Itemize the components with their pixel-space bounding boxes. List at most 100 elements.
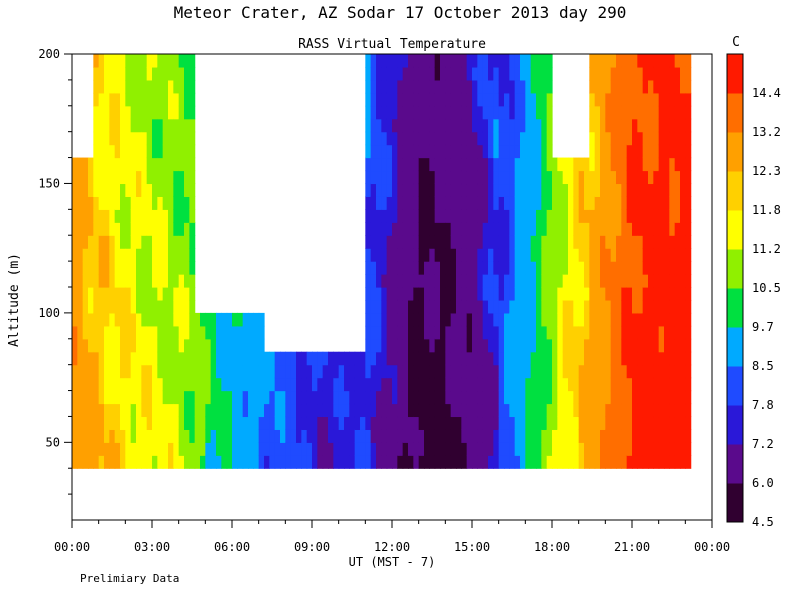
heatmap-cell xyxy=(680,403,686,418)
heatmap-cell xyxy=(461,403,468,418)
heatmap-cell xyxy=(402,377,409,392)
heatmap-cell xyxy=(472,403,478,418)
heatmap-cell xyxy=(386,157,393,172)
heatmap-cell xyxy=(82,222,89,236)
heatmap-cell xyxy=(296,403,302,418)
heatmap-cell xyxy=(434,222,441,236)
heatmap-cell xyxy=(104,287,110,301)
heatmap-cell xyxy=(520,312,526,327)
heatmap-cell xyxy=(536,235,542,249)
heatmap-cell xyxy=(546,170,553,185)
heatmap-cell xyxy=(520,235,526,249)
heatmap-cell xyxy=(450,54,457,68)
heatmap-cell xyxy=(72,403,78,418)
heatmap-cell xyxy=(594,157,601,172)
heatmap-cell xyxy=(162,429,169,443)
heatmap-cell xyxy=(397,209,404,223)
heatmap-cell xyxy=(322,442,329,456)
heatmap-cell xyxy=(493,442,500,456)
heatmap-cell xyxy=(168,209,174,223)
heatmap-cell xyxy=(168,261,174,275)
heatmap-cell xyxy=(424,209,430,223)
heatmap-cell xyxy=(440,403,446,418)
heatmap-cell xyxy=(104,261,110,275)
heatmap-cell xyxy=(680,183,686,197)
heatmap-cell xyxy=(514,299,521,314)
heatmap-cell xyxy=(88,325,94,340)
heatmap-cell xyxy=(642,364,649,379)
heatmap-cell xyxy=(157,105,164,120)
heatmap-cell xyxy=(445,79,452,94)
heatmap-cell xyxy=(434,79,441,94)
heatmap-cell xyxy=(621,79,628,94)
heatmap-cell xyxy=(530,377,537,392)
heatmap-cell xyxy=(162,274,169,288)
heatmap-cell xyxy=(605,54,612,68)
heatmap-cell xyxy=(82,157,89,172)
heatmap-cell xyxy=(546,325,553,340)
heatmap-cell xyxy=(557,390,564,405)
heatmap-cell xyxy=(509,79,516,94)
heatmap-cell xyxy=(141,118,148,133)
heatmap-cell xyxy=(200,416,206,430)
heatmap-cell xyxy=(504,287,510,301)
heatmap-cell xyxy=(248,312,254,327)
heatmap-cell xyxy=(408,351,414,366)
heatmap-cell xyxy=(482,455,489,469)
heatmap-cell xyxy=(370,325,377,340)
heatmap-cell xyxy=(482,377,489,392)
heatmap-cell xyxy=(600,157,606,172)
heatmap-cell xyxy=(621,287,628,301)
heatmap-cell xyxy=(285,442,292,456)
heatmap-cell xyxy=(376,118,382,133)
heatmap-cell xyxy=(445,261,452,275)
heatmap-cell xyxy=(397,455,404,469)
heatmap-cell xyxy=(600,79,606,94)
heatmap-cell xyxy=(472,157,478,172)
heatmap-cell xyxy=(392,209,398,223)
heatmap-cell xyxy=(605,261,612,275)
heatmap-cell xyxy=(546,338,553,353)
heatmap-cell xyxy=(658,429,665,443)
heatmap-cell xyxy=(578,338,585,353)
heatmap-cell xyxy=(104,325,110,340)
heatmap-cell xyxy=(189,157,196,172)
heatmap-cell xyxy=(408,287,414,301)
heatmap-cell xyxy=(429,312,436,327)
heatmap-cell xyxy=(493,455,500,469)
heatmap-cell xyxy=(530,442,537,456)
heatmap-cell xyxy=(648,390,654,405)
heatmap-cell xyxy=(205,325,212,340)
heatmap-cell xyxy=(413,442,420,456)
heatmap-cell xyxy=(680,364,686,379)
heatmap-cell xyxy=(637,338,644,353)
heatmap-cell xyxy=(461,390,468,405)
heatmap-cell xyxy=(205,351,212,366)
heatmap-cell xyxy=(98,312,105,327)
heatmap-cell xyxy=(264,364,270,379)
heatmap-cell xyxy=(674,403,681,418)
heatmap-cell xyxy=(349,390,356,405)
heatmap-cell xyxy=(626,66,633,81)
heatmap-cell xyxy=(402,196,409,210)
heatmap-cell xyxy=(642,429,649,443)
heatmap-cell xyxy=(168,248,174,262)
heatmap-cell xyxy=(664,118,670,133)
heatmap-cell xyxy=(562,183,569,197)
heatmap-cell xyxy=(386,131,393,146)
heatmap-cell xyxy=(514,144,521,159)
heatmap-cell xyxy=(504,118,510,133)
heatmap-cell xyxy=(482,403,489,418)
heatmap-cell xyxy=(189,235,196,249)
heatmap-cell xyxy=(653,248,660,262)
heatmap-cell xyxy=(600,66,606,81)
heatmap-cell xyxy=(509,170,516,185)
heatmap-cell xyxy=(88,403,94,418)
heatmap-cell xyxy=(680,377,686,392)
heatmap-cell xyxy=(589,131,596,146)
heatmap-cell xyxy=(349,364,356,379)
heatmap-cell xyxy=(680,79,686,94)
heatmap-cell xyxy=(381,248,388,262)
heatmap-cell xyxy=(520,79,526,94)
heatmap-cell xyxy=(482,54,489,68)
